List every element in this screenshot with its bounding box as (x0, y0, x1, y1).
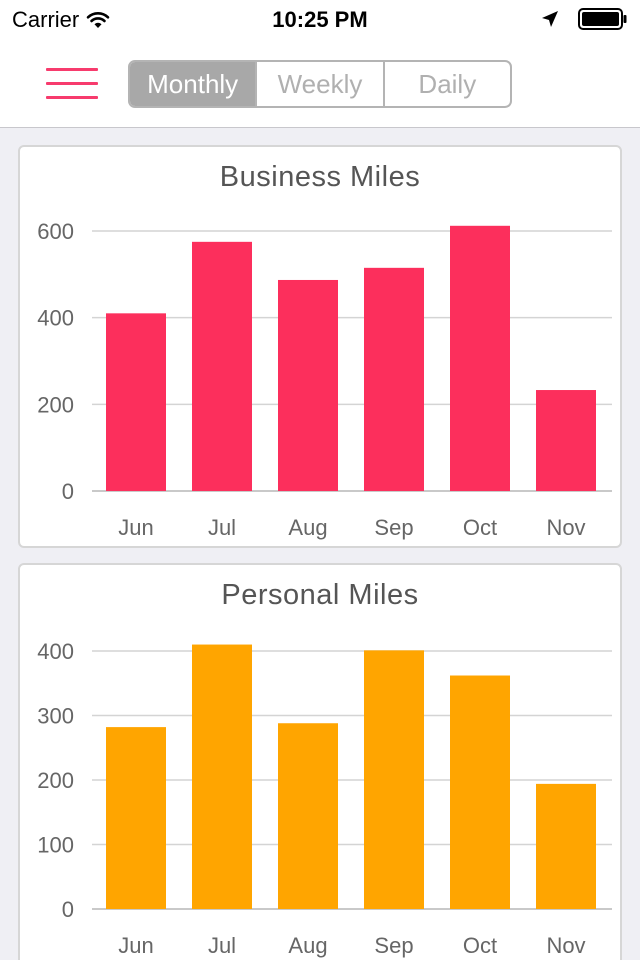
bar-sep[interactable] (364, 267, 424, 491)
y-tick-label: 400 (37, 639, 74, 664)
hamburger-menu-icon[interactable] (40, 60, 104, 108)
bar-jun[interactable] (106, 727, 166, 909)
x-tick-label: Aug (288, 515, 327, 540)
business-miles-card: Business Miles 0 200 400 600 Jun Jul Aug Sep Oct… (18, 145, 622, 548)
chart-title: Personal Miles (221, 579, 419, 611)
personal-miles-card: Personal Miles 0 100 200 300 400 Jun Jul Aug Sep… (18, 563, 622, 960)
status-time: 10:25 PM (272, 7, 368, 32)
location-arrow-icon (542, 11, 558, 27)
x-tick-label: Jul (208, 933, 236, 958)
bar-sep[interactable] (364, 650, 424, 909)
business-miles-chart: 0 200 400 600 Jun Jul Aug Sep Oct Nov (37, 219, 612, 540)
status-bar: Carrier 10:25 PM (0, 0, 640, 40)
battery-icon (578, 8, 627, 30)
y-tick-label: 400 (37, 306, 74, 331)
bar-aug[interactable] (278, 723, 338, 909)
x-tick-label: Oct (463, 933, 497, 958)
segment-weekly[interactable]: Weekly (257, 62, 385, 106)
bar-oct[interactable] (450, 225, 510, 492)
y-tick-label: 300 (37, 704, 74, 729)
personal-miles-chart: 0 100 200 300 400 Jun Jul Aug Sep Oct Nov (37, 639, 612, 958)
x-tick-label: Jun (118, 933, 153, 958)
x-tick-label: Sep (374, 515, 413, 540)
y-tick-label: 100 (37, 833, 74, 858)
bar-aug[interactable] (278, 279, 338, 491)
bar-nov[interactable] (536, 390, 596, 491)
y-tick-label: 0 (62, 479, 74, 504)
x-tick-label: Jun (118, 515, 153, 540)
bar-jul[interactable] (192, 644, 252, 909)
wifi-icon (86, 12, 110, 28)
chart-title: Business Miles (219, 161, 421, 193)
y-tick-label: 200 (37, 392, 74, 417)
y-tick-label: 600 (37, 219, 74, 244)
x-tick-label: Aug (288, 933, 327, 958)
bar-jul[interactable] (192, 241, 252, 491)
x-tick-label: Jul (208, 515, 236, 540)
status-right (540, 8, 628, 30)
y-tick-label: 200 (37, 768, 74, 793)
period-segmented-control: Monthly Weekly Daily (128, 60, 512, 108)
nav-bar: Monthly Weekly Daily (0, 40, 640, 128)
carrier-indicator: Carrier (12, 7, 111, 33)
x-tick-label: Nov (546, 515, 585, 540)
carrier-label: Carrier (12, 7, 80, 32)
segment-monthly[interactable]: Monthly (130, 62, 258, 106)
bar-jun[interactable] (106, 313, 166, 491)
bar-oct[interactable] (450, 675, 510, 909)
x-tick-label: Oct (463, 515, 497, 540)
bar-nov[interactable] (536, 783, 596, 909)
x-tick-label: Sep (374, 933, 413, 958)
segment-daily[interactable]: Daily (418, 68, 477, 99)
y-tick-label: 0 (62, 897, 74, 922)
x-tick-label: Nov (546, 933, 585, 958)
